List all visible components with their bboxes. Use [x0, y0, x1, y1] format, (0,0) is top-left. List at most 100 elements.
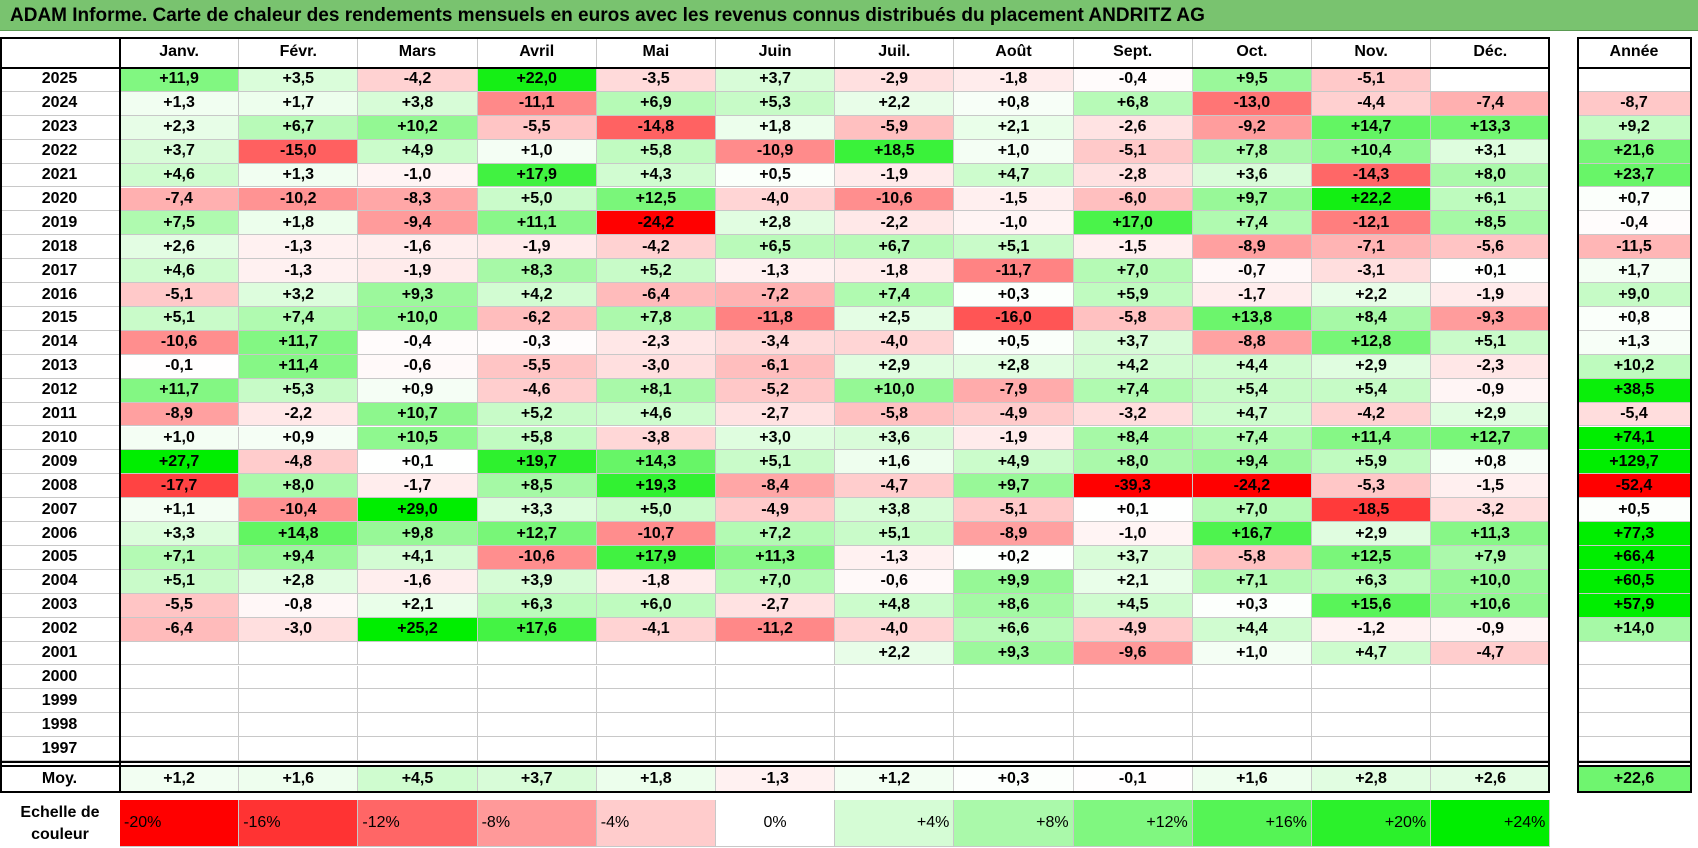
heatmap-cell — [239, 737, 359, 762]
heatmap-cell: -2,6 — [1073, 115, 1193, 140]
heatmap-cell: -4,9 — [716, 498, 836, 523]
year-label: 2014 — [0, 330, 120, 355]
heatmap-cell: +7,4 — [1073, 378, 1193, 403]
heatmap-cell: +4,6 — [596, 402, 716, 427]
heatmap-cell: +16,7 — [1192, 522, 1312, 546]
heatmap-cell: +2,6 — [120, 235, 240, 260]
heatmap-cell: +3,5 — [239, 68, 359, 92]
heatmap-cell: +0,2 — [954, 546, 1074, 570]
heatmap-cell: -14,3 — [1312, 163, 1432, 188]
month-header: Sept. — [1073, 37, 1193, 68]
heatmap-cell: -1,8 — [954, 68, 1074, 92]
heatmap-cell: -4,2 — [358, 68, 478, 92]
heatmap-cell: +12,8 — [1312, 330, 1432, 355]
heatmap-cell: +18,5 — [835, 139, 955, 164]
heatmap-cell: +1,0 — [120, 426, 240, 451]
heatmap-cell: -7,1 — [1312, 235, 1432, 260]
year-label: 2006 — [0, 522, 120, 546]
heatmap-cell: -4,2 — [596, 235, 716, 260]
heatmap-cell: -0,6 — [358, 354, 478, 379]
heatmap-cell: -3,8 — [596, 426, 716, 451]
annual-cell: +66,4 — [1577, 546, 1692, 570]
heatmap-cell: +7,9 — [1431, 546, 1551, 570]
heatmap-cell — [1073, 737, 1193, 762]
color-scale-swatch: -4% — [596, 800, 716, 847]
heatmap-cell: -1,9 — [835, 163, 955, 188]
heatmap-cell: +10,5 — [358, 426, 478, 451]
heatmap-cell: -0,4 — [1073, 68, 1193, 92]
heatmap-cell: +5,4 — [1312, 378, 1432, 403]
heatmap-cell: +12,7 — [477, 522, 597, 546]
heatmap-cell: -4,0 — [716, 187, 836, 212]
heatmap-cell: +4,4 — [1192, 354, 1312, 379]
heatmap-cell — [1073, 689, 1193, 714]
heatmap-cell: -3,0 — [239, 617, 359, 642]
annual-cell — [1577, 737, 1692, 762]
month-header: Nov. — [1312, 37, 1432, 68]
heatmap-cell: +7,2 — [716, 522, 836, 546]
annual-cell: +21,6 — [1577, 139, 1692, 164]
heatmap-cell: +4,9 — [954, 450, 1074, 475]
heatmap-cell: +3,7 — [1073, 546, 1193, 570]
heatmap-cell — [1192, 689, 1312, 714]
heatmap-cell: +5,0 — [477, 187, 597, 212]
heatmap-cell: -1,3 — [239, 235, 359, 260]
avg-cell: +1,8 — [596, 765, 716, 793]
heatmap-cell: +1,1 — [120, 498, 240, 523]
heatmap-cell: +29,0 — [358, 498, 478, 523]
heatmap-cell: -6,0 — [1073, 187, 1193, 212]
heatmap-cell: +1,3 — [120, 91, 240, 116]
heatmap-cell: -17,7 — [120, 474, 240, 499]
heatmap-cell — [1431, 737, 1551, 762]
heatmap-cell: +9,9 — [954, 569, 1074, 594]
month-header: Janv. — [120, 37, 240, 68]
heatmap-cell: +19,3 — [596, 474, 716, 499]
heatmap-cell: -1,0 — [954, 211, 1074, 236]
heatmap-cell: -4,0 — [835, 617, 955, 642]
heatmap-cell: +10,6 — [1431, 593, 1551, 618]
heatmap-cell: -1,8 — [835, 259, 955, 284]
year-label: 2017 — [0, 259, 120, 284]
heatmap-cell: +15,6 — [1312, 593, 1432, 618]
heatmap-cell: -0,6 — [835, 569, 955, 594]
heatmap-cell: +9,5 — [1192, 68, 1312, 92]
heatmap-cell: +10,0 — [358, 307, 478, 331]
heatmap-cell: +5,1 — [120, 307, 240, 331]
year-label: 2023 — [0, 115, 120, 140]
heatmap-cell: +5,4 — [1192, 378, 1312, 403]
heatmap-cell: +12,7 — [1431, 426, 1551, 451]
heatmap-cell: -4,4 — [1312, 91, 1432, 116]
heatmap-cell: -5,2 — [716, 378, 836, 403]
heatmap-cell — [835, 713, 955, 738]
annual-cell: +0,7 — [1577, 187, 1692, 212]
annual-cell — [1577, 665, 1692, 690]
heatmap-cell: +5,3 — [716, 91, 836, 116]
heatmap-cell — [954, 737, 1074, 762]
heatmap-cell: -3,2 — [1431, 498, 1551, 523]
annual-cell: +9,2 — [1577, 115, 1692, 140]
heatmap-cell: +2,9 — [1431, 402, 1551, 427]
heatmap-cell: -7,4 — [120, 187, 240, 212]
heatmap-cell: +6,7 — [835, 235, 955, 260]
heatmap-cell — [835, 737, 955, 762]
heatmap-cell: +7,0 — [1073, 259, 1193, 284]
annual-cell: +23,7 — [1577, 163, 1692, 188]
avg-cell: +4,5 — [358, 765, 478, 793]
heatmap-cell — [596, 665, 716, 690]
heatmap-cell: -2,3 — [1431, 354, 1551, 379]
annual-cell: +77,3 — [1577, 522, 1692, 546]
year-label: 2020 — [0, 187, 120, 212]
heatmap-cell: +8,5 — [1431, 211, 1551, 236]
heatmap-cell — [716, 689, 836, 714]
heatmap-cell — [358, 713, 478, 738]
heatmap-cell: +0,3 — [1192, 593, 1312, 618]
year-label: 2005 — [0, 546, 120, 570]
avg-cell: +1,6 — [1192, 765, 1312, 793]
year-label: 2013 — [0, 354, 120, 379]
heatmap-cell: +3,6 — [835, 426, 955, 451]
heatmap-cell: +5,3 — [239, 378, 359, 403]
heatmap-cell: +3,6 — [1192, 163, 1312, 188]
heatmap-cell: +4,8 — [835, 593, 955, 618]
heatmap-cell: +6,5 — [716, 235, 836, 260]
heatmap-cell: -6,4 — [596, 283, 716, 307]
